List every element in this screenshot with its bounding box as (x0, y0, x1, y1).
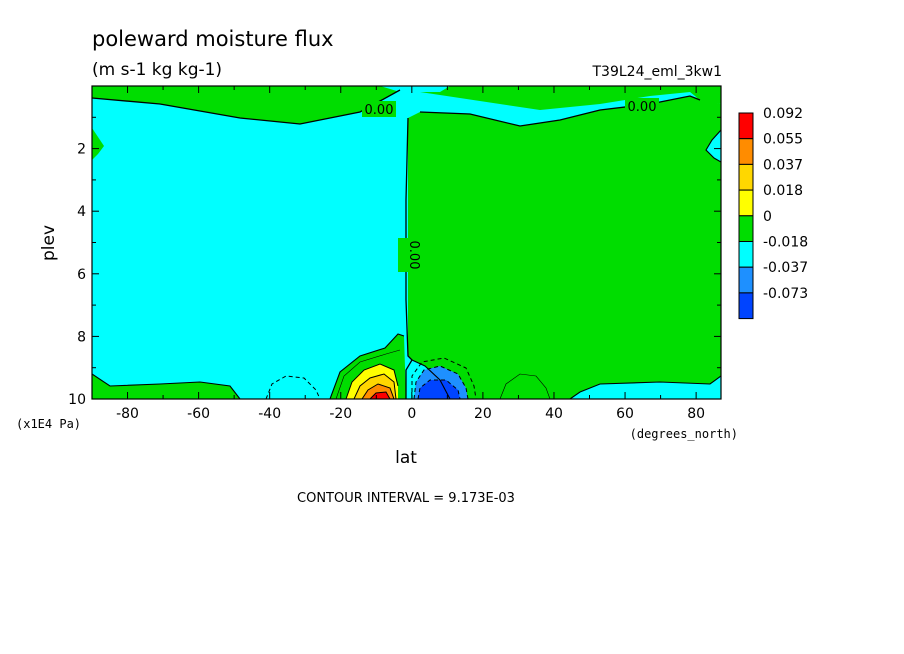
colorbar-label: -0.037 (763, 260, 808, 276)
zero-contour-nh-lower (411, 359, 721, 399)
region-positive-092 (370, 392, 390, 399)
x-tick-label: 20 (474, 406, 492, 422)
colorbar: 0.092 0.055 0.037 0.018 0 -0.018 -0.037 -0.073 (738, 106, 808, 320)
y-axis-label: plev (39, 225, 59, 261)
zero-contour-sh-tongue (329, 333, 405, 399)
x-tick-label: 80 (687, 406, 705, 422)
colorbar-swatch (738, 163, 754, 191)
region-negative-073 (418, 380, 460, 399)
colorbar-swatch (738, 241, 754, 268)
colorbar-label: -0.073 (763, 286, 808, 302)
x-axis-ticks: -80 -60 -40 -20 0 20 40 60 80 (91, 86, 705, 422)
colorbar-label: -0.018 (763, 235, 808, 251)
zero-contour-equator (405, 117, 413, 399)
y-tick-label: 6 (77, 267, 86, 283)
colorbar-swatch (738, 138, 754, 165)
colorbar-swatch (738, 292, 754, 320)
region-top-strip (92, 86, 721, 124)
zero-contour-right-edge (705, 129, 721, 163)
y-tick-label: 4 (77, 204, 86, 220)
x-tick-label: 60 (616, 406, 634, 422)
y-axis-ticks: 2 4 6 8 10 (68, 116, 721, 408)
colorbar-swatch (738, 266, 754, 294)
y-axis-units: (x1E4 Pa) (16, 417, 81, 431)
chart-title: poleward moisture flux (92, 27, 334, 51)
y-tick-label: 2 (77, 142, 86, 158)
pos-thin-contours (335, 349, 551, 399)
x-tick-label: 40 (545, 406, 563, 422)
colorbar-swatch (738, 189, 754, 217)
contour-label-2: 0.00 (628, 100, 657, 115)
contour-label-1: 0.00 (365, 103, 394, 118)
x-tick-label: -40 (258, 406, 281, 422)
plot-area: 0.00 0.00 0.00 (92, 86, 721, 399)
colorbar-swatch (738, 112, 754, 140)
y-tick-label: 8 (77, 329, 86, 345)
pos-contours (345, 363, 399, 399)
contour-label-bg-3 (398, 238, 414, 272)
contour-label-3: 0.00 (406, 241, 421, 270)
x-tick-label: -80 (116, 406, 139, 422)
zero-contour-upper-nh (419, 95, 701, 127)
y-tick-label: 10 (68, 392, 86, 408)
colorbar-label: 0.037 (763, 157, 803, 173)
x-axis-label: lat (395, 448, 417, 468)
region-top-feature (380, 86, 450, 92)
contour-label-bg-1 (362, 101, 396, 117)
x-tick-label: -20 (329, 406, 352, 422)
x-tick-label: 0 (407, 406, 416, 422)
colorbar-swatch (738, 215, 754, 243)
colorbar-label: 0.092 (763, 106, 803, 122)
region-positive-flux-nh (408, 96, 721, 399)
colorbar-label: 0 (763, 209, 772, 225)
contour-label-bg-2 (625, 98, 659, 114)
zero-contour-left-lower (92, 373, 241, 399)
contour-interval: CONTOUR INTERVAL = 9.173E-03 (297, 491, 515, 506)
neg-dashed-contours (265, 357, 477, 399)
colorbar-label: 0.018 (763, 183, 803, 199)
x-axis-units: (degrees_north) (630, 427, 738, 441)
region-left-edge-lower (92, 374, 240, 399)
x-tick-label: -60 (187, 406, 210, 422)
colorbar-label: 0.055 (763, 132, 803, 148)
chart-units: (m s-1 kg kg-1) (92, 60, 222, 80)
region-left-edge-upper (92, 128, 104, 160)
run-label: T39L24_eml_3kw1 (592, 64, 723, 80)
